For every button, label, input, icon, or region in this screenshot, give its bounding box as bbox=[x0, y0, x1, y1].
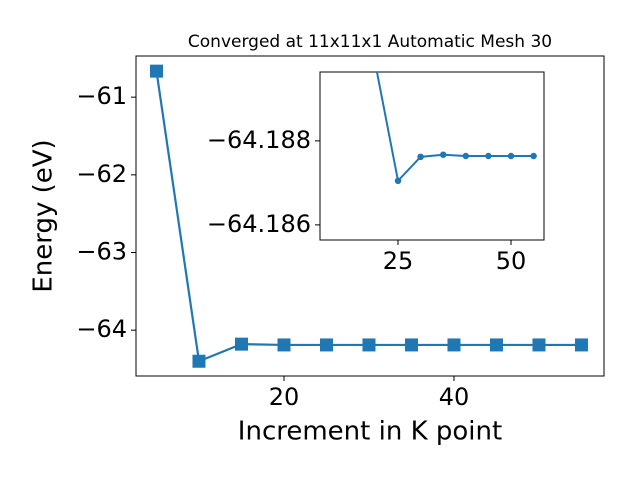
y-tick-label: −64.186 bbox=[207, 210, 311, 238]
marker bbox=[417, 153, 424, 161]
marker bbox=[489, 338, 503, 352]
marker bbox=[439, 151, 447, 158]
chart-title: Converged at 11x11x1 Automatic Mesh 30 bbox=[188, 32, 552, 52]
marker bbox=[277, 338, 291, 352]
y-tick-label: −64 bbox=[76, 315, 127, 343]
marker bbox=[404, 338, 418, 352]
marker bbox=[447, 338, 461, 352]
marker bbox=[532, 338, 546, 352]
marker bbox=[507, 152, 515, 160]
y-tick-label: −61 bbox=[76, 82, 127, 110]
marker bbox=[362, 338, 376, 352]
x-tick-label: 40 bbox=[439, 383, 470, 411]
marker bbox=[574, 338, 588, 352]
x-tick-label: 20 bbox=[269, 383, 300, 411]
x-tick-label: 25 bbox=[383, 247, 414, 275]
marker bbox=[394, 177, 402, 185]
marker bbox=[319, 338, 333, 352]
marker bbox=[149, 64, 163, 78]
x-axis-label: Increment in K point bbox=[238, 417, 502, 447]
y-tick-label: −62 bbox=[76, 160, 127, 188]
marker bbox=[234, 337, 248, 351]
plot-clip bbox=[149, 64, 588, 368]
y-axis-label: Energy (eV) bbox=[29, 139, 59, 292]
y-tick-label: −64.188 bbox=[207, 126, 311, 154]
series-line bbox=[375, 72, 534, 183]
marker bbox=[192, 354, 206, 368]
plot-clip bbox=[375, 72, 537, 185]
marker bbox=[530, 152, 537, 160]
marker bbox=[485, 152, 492, 160]
x-tick-label: 50 bbox=[496, 247, 527, 275]
y-tick-label: −63 bbox=[76, 238, 127, 266]
marker bbox=[462, 152, 470, 160]
